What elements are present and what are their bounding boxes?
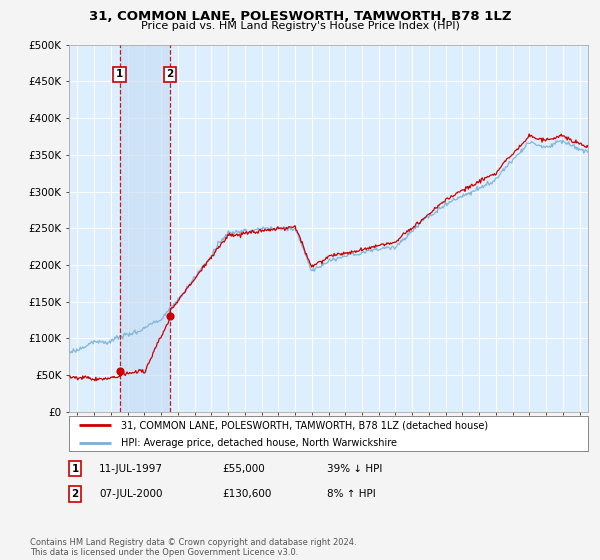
Text: Price paid vs. HM Land Registry's House Price Index (HPI): Price paid vs. HM Land Registry's House … [140,21,460,31]
Text: 8% ↑ HPI: 8% ↑ HPI [327,489,376,499]
Bar [120,45,170,412]
Text: £130,600: £130,600 [222,489,271,499]
Text: HPI: Average price, detached house, North Warwickshire: HPI: Average price, detached house, Nort… [121,438,397,448]
Text: Contains HM Land Registry data © Crown copyright and database right 2024.
This d: Contains HM Land Registry data © Crown c… [30,538,356,557]
Text: 31, COMMON LANE, POLESWORTH, TAMWORTH, B78 1LZ: 31, COMMON LANE, POLESWORTH, TAMWORTH, B… [89,10,511,22]
Text: 31, COMMON LANE, POLESWORTH, TAMWORTH, B78 1LZ (detached house): 31, COMMON LANE, POLESWORTH, TAMWORTH, B… [121,421,488,431]
Text: 2: 2 [71,489,79,499]
Text: £55,000: £55,000 [222,464,265,474]
Text: 1: 1 [116,69,124,79]
Text: 2: 2 [166,69,173,79]
Text: 1: 1 [71,464,79,474]
Text: 11-JUL-1997: 11-JUL-1997 [99,464,163,474]
Text: 07-JUL-2000: 07-JUL-2000 [99,489,163,499]
Point [115,367,125,376]
Point [165,311,175,320]
Text: 39% ↓ HPI: 39% ↓ HPI [327,464,382,474]
